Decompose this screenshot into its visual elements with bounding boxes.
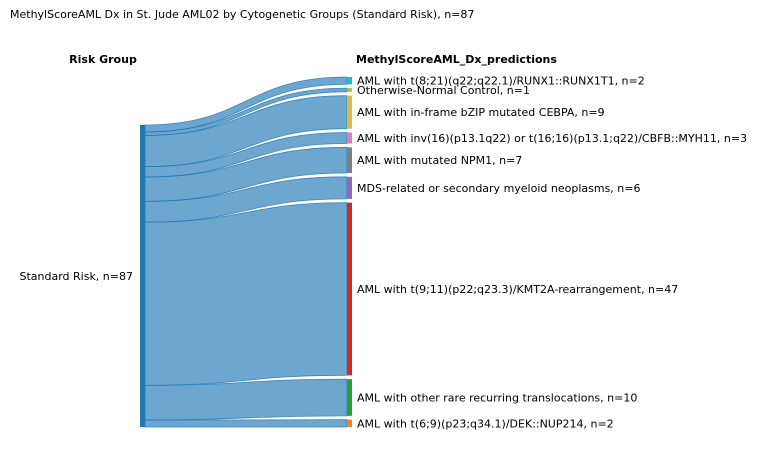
target-node-label-8: AML with t(6;9)(p23;q34.1)/DEK::NUP214, … [357, 417, 614, 430]
link-8 [144, 419, 348, 428]
right-header: MethylScoreAML_Dx_predictions [356, 53, 557, 66]
links-group [144, 76, 348, 428]
target-node-0 [347, 77, 352, 85]
link-5 [144, 176, 348, 223]
target-node-label-4: AML with mutated NPM1, n=7 [357, 154, 522, 167]
source-node-label: Standard Risk, n=87 [19, 270, 133, 283]
link-6 [144, 202, 348, 386]
left-header: Risk Group [69, 53, 137, 66]
link-1 [144, 87, 348, 136]
target-node-5 [347, 176, 352, 199]
target-node-2 [347, 95, 352, 129]
target-node-label-5: MDS-related or secondary myeloid neoplas… [357, 182, 641, 195]
target-node-4 [347, 147, 352, 174]
labels-group: Standard Risk, n=87 AML with t(8;21)(q22;… [19, 75, 747, 431]
target-node-label-0: AML with t(8;21)(q22;q22.1)/RUNX1::RUNX1… [357, 75, 645, 88]
target-node-8 [347, 419, 352, 427]
target-node-label-3: AML with inv(16)(p13.1q22) or t(16;16)(p… [357, 132, 747, 145]
link-7 [144, 378, 348, 421]
chart-title: MethylScoreAML Dx in St. Jude AML02 by C… [10, 8, 474, 21]
link-2 [144, 95, 348, 168]
target-node-label-1: Otherwise-Normal Control, n=1 [357, 84, 530, 97]
target-node-label-6: AML with t(9;11)(p22;q23.3)/KMT2A-rearra… [357, 283, 678, 296]
target-node-3 [347, 132, 352, 144]
nodes-group [140, 77, 352, 427]
target-node-label-7: AML with other rare recurring translocat… [357, 391, 637, 404]
target-node-1 [347, 88, 352, 92]
target-node-7 [347, 379, 352, 416]
target-node-6 [347, 202, 352, 376]
target-node-label-2: AML with in-frame bZIP mutated CEBPA, n=… [357, 106, 605, 119]
source-node [140, 125, 145, 427]
